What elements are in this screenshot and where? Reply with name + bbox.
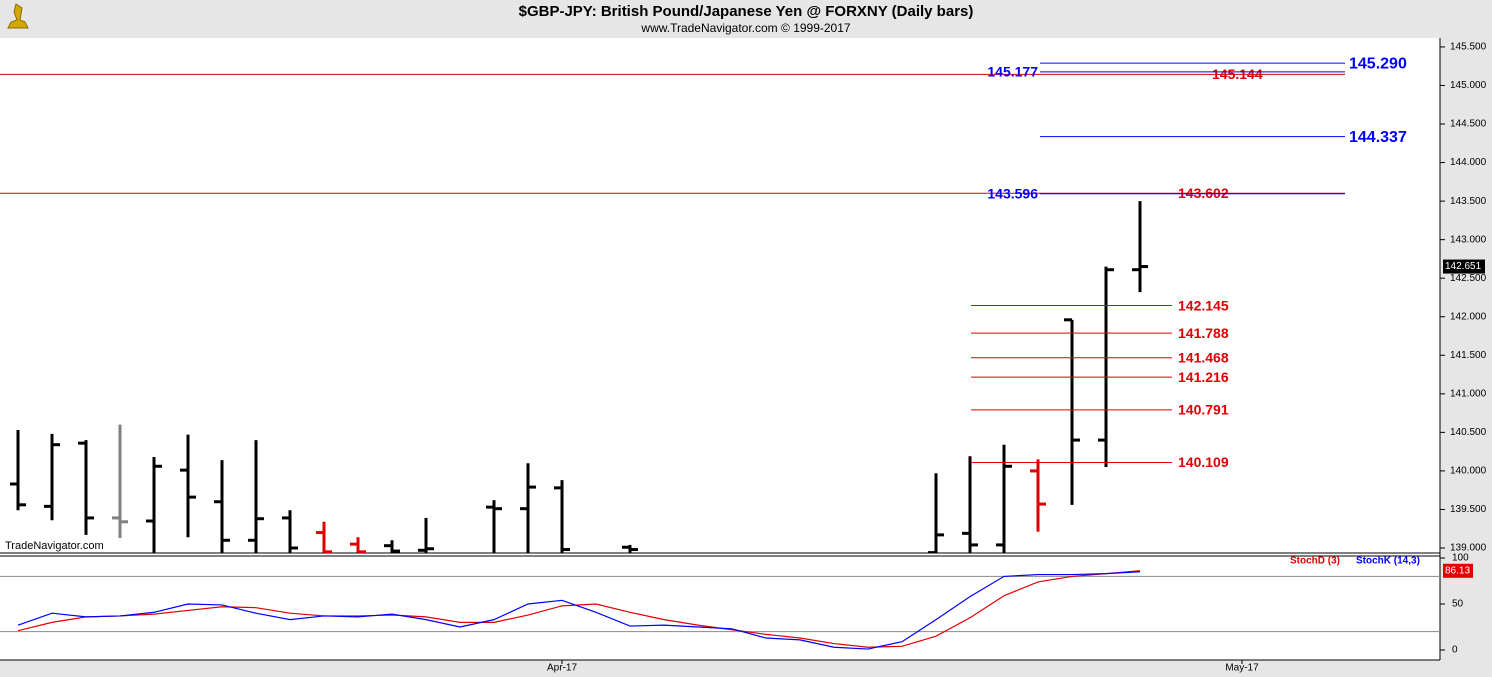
level-label: 145.144 [1212,66,1263,82]
level-label: 145.177 [987,64,1038,80]
chart-title: $GBP-JPY: British Pound/Japanese Yen @ F… [519,3,974,20]
y-tick-label: 139.000 [1450,543,1487,554]
level-label: 145.290 [1349,55,1407,72]
y-tick-label: 144.000 [1450,157,1487,168]
stoch-line [17,570,1141,648]
chart-subtitle: www.TradeNavigator.com © 1999-2017 [640,21,850,35]
price-bars [10,201,1148,553]
y-tick-label: 144.500 [1450,119,1487,130]
x-tick-label: May-17 [1225,663,1259,674]
y-tick-label: 140.000 [1450,466,1487,477]
x-tick-label: Apr-17 [547,663,577,674]
y-tick-label: 143.000 [1450,234,1487,245]
y-tick-label: 140.500 [1450,427,1487,438]
legend-entry: StochD (3) [1290,556,1340,567]
y-tick-label: 142.500 [1450,273,1487,284]
y-tick-label: 141.000 [1450,388,1487,399]
last-price-label: 142.651 [1445,261,1482,272]
x-axis-area [0,660,1440,677]
logo [7,3,29,29]
y-tick-label: 143.500 [1450,196,1487,207]
level-label: 144.337 [1349,129,1407,146]
stoch-line [17,571,1141,650]
level-label: 140.109 [1178,454,1229,470]
y-tick-label: 145.000 [1450,80,1487,91]
level-label: 141.788 [1178,325,1229,341]
last-value-box [1443,563,1473,578]
y-tick-label: 0 [1452,645,1458,656]
level-label: 142.145 [1178,297,1229,313]
y-tick-label: 139.500 [1450,504,1487,515]
header [0,0,1492,38]
y-tick-label: 100 [1452,553,1469,564]
legend-entry: StochK (14,3) [1356,556,1420,567]
last-price-box [1443,259,1485,274]
y-tick-label: 50 [1452,599,1464,610]
level-label: 141.216 [1178,369,1229,385]
level-label: 141.468 [1178,349,1229,365]
y-tick-label: 145.500 [1450,42,1487,53]
level-label: 143.602 [1178,185,1229,201]
y-tick-label: 141.500 [1450,350,1487,361]
level-label: 143.596 [987,185,1038,201]
last-value-label: 86.13 [1445,565,1470,576]
watermark: TradeNavigator.com [5,540,104,552]
y-tick-label: 142.000 [1450,311,1487,322]
level-label: 140.791 [1178,402,1229,418]
